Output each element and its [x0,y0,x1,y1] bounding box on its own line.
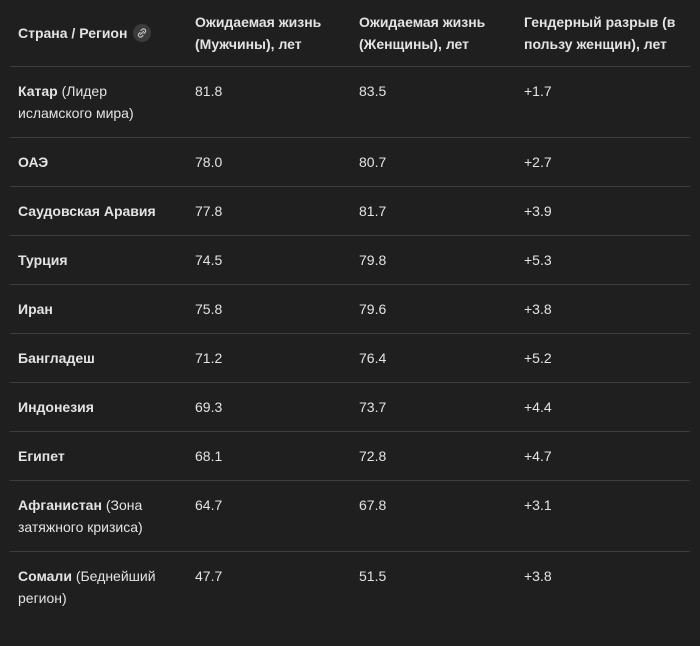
female-cell: 51.5 [359,568,387,584]
female-cell: 79.8 [351,235,516,285]
header-text: Страна / Регион [18,25,128,41]
gap-cell: +4.4 [516,382,690,432]
country-cell: Египет [10,431,187,481]
country-name: Египет [18,448,65,464]
country-name: Иран [18,301,53,317]
country-name: Бангладеш [18,350,95,366]
female-cell: 73.7 [351,382,516,432]
header-cell: Гендерный разрыв (в пользу женщин), лет [516,0,690,67]
table-row: Сомали (Беднейший регион) 47.7 51.5 +3.8 [10,552,690,623]
male-cell: 78.0 [187,137,351,187]
female-cell: 81.7 [351,186,516,236]
country-cell: Турция [10,235,187,285]
country-note: (Беднейший регион) [18,568,156,606]
country-cell: Иран [10,284,187,334]
country-name: Афганистан [18,497,102,513]
gap-cell: +5.2 [516,333,690,383]
country-cell: Афганистан (Зона затяжного кризиса) [10,480,187,552]
table-head: Страна / Регион Ожидаемая жизнь (Мужчины… [10,0,690,67]
table-row: Афганистан (Зона затяжного кризиса) 64.7 6… [10,480,690,552]
table-row: Иран 75.8 79.6 +3.8 [10,284,690,334]
male-cell: 77.8 [187,186,351,236]
male-cell: 69.3 [187,382,351,432]
female-cell: 79.6 [351,284,516,334]
country-cell: ОАЭ [10,137,187,187]
country-note: (Лидер исламского мира) [18,83,134,121]
male-cell: 68.1 [187,431,351,481]
gap-cell: +3.8 [516,284,690,334]
gap-cell: +1.7 [516,66,690,138]
gap-cell: +2.7 [516,137,690,187]
country-cell: Сомали (Беднейший регион) [10,552,187,623]
country-cell: Бангладеш [10,333,187,383]
country-note: (Зона затяжного кризиса) [18,497,143,535]
country-name: Сомали [18,568,72,584]
gap-cell: +5.3 [516,235,690,285]
female-cell: 76.4 [351,333,516,383]
country-name: Турция [18,252,68,268]
male-cell: 64.7 [187,480,351,552]
country-name: ОАЭ [18,154,49,170]
country-name: Катар [18,83,58,99]
table-row: Индонезия 69.3 73.7 +4.4 [10,382,690,432]
gap-cell: +3.8 [524,568,552,584]
table-row: Египет 68.1 72.8 +4.7 [10,431,690,481]
header-cell: Ожидаемая жизнь (Женщины), лет [351,0,516,67]
header-cell: Ожидаемая жизнь (Мужчины), лет [187,0,351,67]
female-cell: 72.8 [351,431,516,481]
female-cell: 83.5 [351,66,516,138]
table-row: Саудовская Аравия 77.8 81.7 +3.9 [10,186,690,236]
gap-cell: +4.7 [516,431,690,481]
table-row: Бангладеш 71.2 76.4 +5.2 [10,333,690,383]
country-name: Индонезия [18,399,94,415]
male-cell: 47.7 [195,568,223,584]
female-cell: 80.7 [351,137,516,187]
country-name: Саудовская Аравия [18,203,156,219]
country-cell: Саудовская Аравия [10,186,187,236]
male-cell: 71.2 [187,333,351,383]
table-row: Турция 74.5 79.8 +5.3 [10,235,690,285]
header-row: Страна / Регион Ожидаемая жизнь (Мужчины… [10,0,690,67]
data-table: Страна / Регион Ожидаемая жизнь (Мужчины… [10,0,690,622]
country-cell: Катар (Лидер исламского мира) [10,66,187,138]
gap-cell: +3.9 [516,186,690,236]
table-row: ОАЭ 78.0 80.7 +2.7 [10,137,690,187]
link-icon[interactable] [133,24,152,43]
country-cell: Индонезия [10,382,187,432]
header-cell: Страна / Регион [10,0,187,67]
gap-cell: +3.1 [516,480,690,552]
male-cell: 75.8 [187,284,351,334]
table-body: Катар (Лидер исламского мира) 81.8 83.5 +1.… [10,66,690,623]
male-cell: 74.5 [187,235,351,285]
female-cell: 67.8 [351,480,516,552]
male-cell: 81.8 [187,66,351,138]
table-row: Катар (Лидер исламского мира) 81.8 83.5 +1.… [10,66,690,138]
